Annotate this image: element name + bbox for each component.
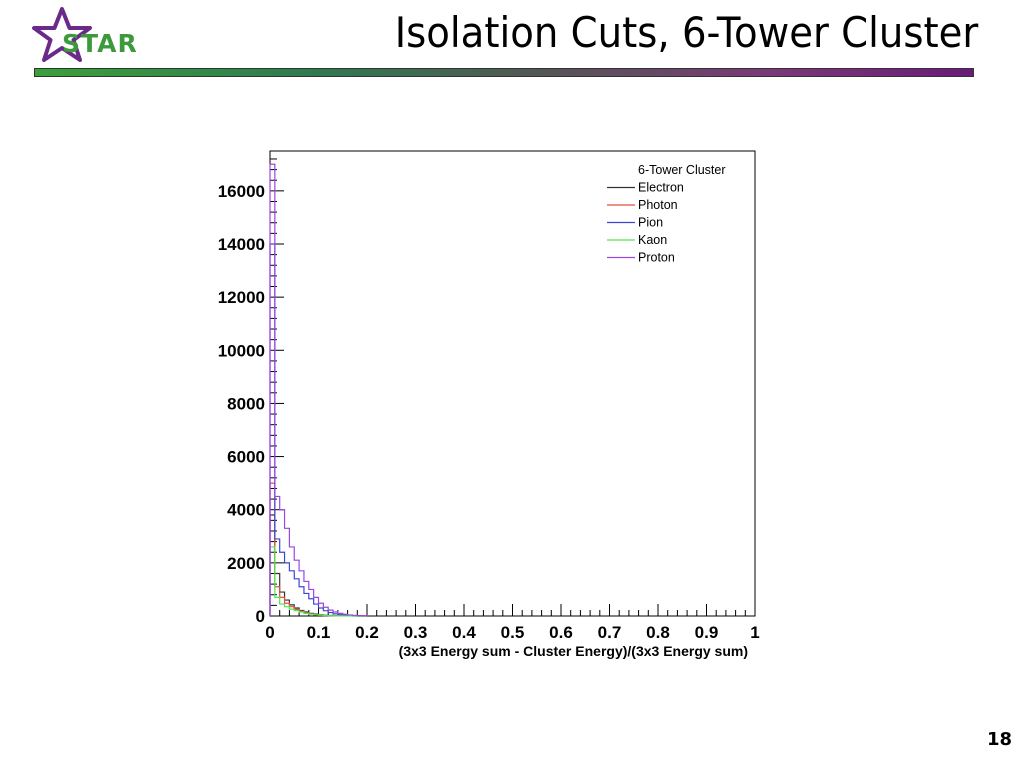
chart-axes: 0 0.1 0.2 0.3 0.4 0.5 0.6 0.7 0.8 0.9 1 0 2000 4000 60… (218, 150, 760, 659)
slide-title: Isolation Cuts, 6-Tower Cluster (394, 8, 978, 57)
legend-entry-electron: Electron (638, 181, 684, 195)
y-tick-label: 14000 (218, 235, 265, 254)
series-line-pion (269, 243, 368, 617)
x-tick-label: 0.3 (404, 623, 428, 642)
x-tick-label: 0.8 (646, 623, 670, 642)
y-tick-label: 8000 (227, 394, 265, 413)
plot-frame (269, 150, 756, 617)
x-tick-label: 0.4 (452, 623, 476, 642)
legend-entry-pion: Pion (638, 216, 663, 230)
x-tick-label: 0.5 (501, 623, 525, 642)
histogram-chart: 0 0.1 0.2 0.3 0.4 0.5 0.6 0.7 0.8 0.9 1 0 2000 4000 60… (218, 150, 760, 659)
legend-entry-kaon: Kaon (638, 233, 667, 247)
y-tick-label: 12000 (218, 288, 265, 307)
logo-text: STAR (62, 29, 138, 58)
x-tick-label: 0.1 (307, 623, 331, 642)
y-tick-label: 16000 (218, 182, 265, 201)
star-logo-icon (32, 7, 92, 62)
y-tick-label: 2000 (227, 554, 265, 573)
y-tick-label: 10000 (218, 341, 265, 360)
x-tick-label: 0.7 (598, 623, 622, 642)
x-tick-label: 0.2 (355, 623, 379, 642)
legend-entry-proton: Proton (638, 251, 675, 265)
page-number: 18 (986, 729, 1012, 750)
y-tick-label: 0 (256, 607, 265, 626)
logo-star-shape (32, 7, 92, 62)
y-tick-label: 6000 (227, 448, 265, 467)
x-tick-label: 1 (750, 623, 759, 642)
legend-entry-photon: Photon (638, 198, 678, 212)
x-tick-label: 0.6 (549, 623, 573, 642)
x-axis-label: (3x3 Energy sum - Cluster Energy)/(3x3 E… (399, 643, 748, 659)
x-tick-label: 0 (265, 623, 274, 642)
y-tick-label: 4000 (227, 501, 265, 520)
chart-series (269, 163, 368, 617)
x-tick-label: 0.9 (695, 623, 719, 642)
series-line-kaon (269, 546, 367, 617)
series-line-proton (269, 163, 368, 617)
chart-legend: 6-Tower Cluster Electron Photon Pion Kaon Pro… (607, 163, 726, 265)
legend-header: 6-Tower Cluster (638, 163, 726, 177)
title-divider-bar (34, 68, 974, 77)
